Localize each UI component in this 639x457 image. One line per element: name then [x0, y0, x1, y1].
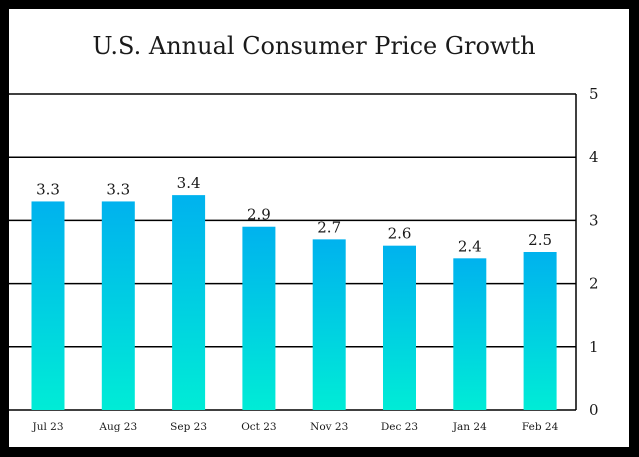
- x-tick-label: Aug 23: [98, 421, 137, 433]
- y-tick-label: 5: [589, 85, 599, 103]
- data-label: 2.6: [388, 225, 412, 243]
- labels: 0 1 2 3 4 5 3.3 Jul 23 3.3 Aug 23 3.4 Sep 23 2.9 Oct …: [31, 85, 598, 433]
- data-label: 3.3: [36, 180, 60, 198]
- bar: [383, 245, 416, 410]
- bar-chart: U.S. Annual Consumer Price Growth 0 1 2 3 4 5…: [9, 32, 599, 433]
- bar: [31, 201, 65, 410]
- bar: [523, 252, 557, 410]
- bars: [31, 195, 557, 410]
- x-tick-label: Oct 23: [241, 421, 276, 433]
- data-label: 3.3: [106, 180, 130, 198]
- y-tick-label: 1: [589, 338, 599, 356]
- data-label: 2.7: [317, 218, 341, 236]
- data-label: 2.9: [247, 206, 271, 224]
- bar: [172, 195, 206, 410]
- y-tick-label: 3: [589, 211, 599, 229]
- x-tick-label: Nov 23: [310, 421, 348, 433]
- gridlines: [9, 93, 577, 411]
- data-label: 3.4: [177, 174, 201, 192]
- chart-title: U.S. Annual Consumer Price Growth: [92, 32, 535, 60]
- data-label: 2.5: [528, 231, 552, 249]
- x-tick-label: Jul 23: [31, 421, 63, 433]
- y-tick-label: 4: [589, 148, 599, 166]
- x-tick-label: Feb 24: [522, 421, 559, 433]
- x-tick-label: Dec 23: [381, 421, 418, 433]
- bar: [101, 201, 135, 410]
- bar: [242, 226, 276, 410]
- chart-frame: U.S. Annual Consumer Price Growth 0 1 2 3 4 5…: [9, 9, 629, 447]
- data-label: 2.4: [458, 237, 482, 255]
- bar: [453, 258, 487, 410]
- x-tick-label: Sep 23: [170, 421, 207, 433]
- y-tick-label: 0: [589, 401, 599, 419]
- y-tick-label: 2: [589, 275, 599, 293]
- bar: [312, 239, 346, 410]
- x-tick-label: Jan 24: [452, 421, 487, 433]
